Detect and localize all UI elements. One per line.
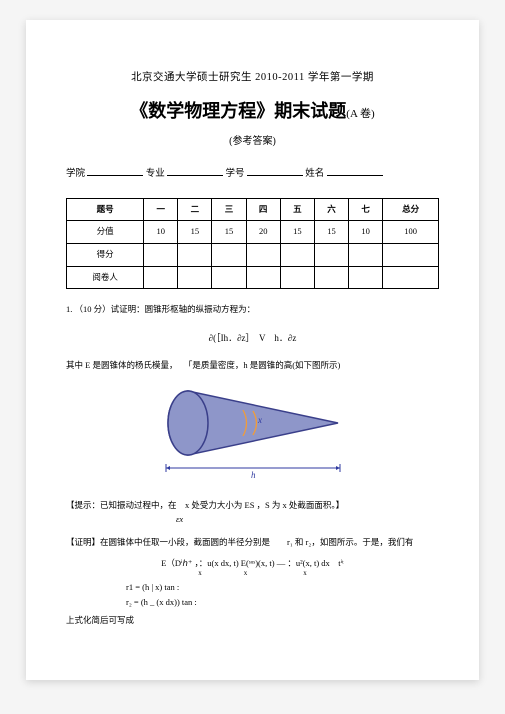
td xyxy=(314,243,348,266)
table-row: 阅卷人 xyxy=(67,266,439,289)
subtitle: (参考答案) xyxy=(66,134,439,150)
hint: 【提示：已知振动过程中，在 x 处受力大小为 ES ，S 为 x 处截面面积。】… xyxy=(66,499,439,526)
label-name: 姓名 xyxy=(305,169,324,179)
td xyxy=(349,266,383,289)
th: 五 xyxy=(280,198,314,221)
td: 20 xyxy=(246,221,280,244)
td xyxy=(383,243,439,266)
table-row: 得分 xyxy=(67,243,439,266)
td xyxy=(212,266,246,289)
td xyxy=(349,243,383,266)
title-suffix: (A 卷) xyxy=(346,108,374,120)
blank-id xyxy=(247,166,303,176)
hint-text: 【提示：已知振动过程中，在 x 处受力大小为 ES ，S 为 x 处截面面积。】 xyxy=(66,500,344,510)
table-header-row: 题号 一 二 三 四 五 六 七 总分 xyxy=(67,198,439,221)
th: 四 xyxy=(246,198,280,221)
page-title: 《数学物理方程》期末试题(A 卷) xyxy=(66,97,439,126)
td: 10 xyxy=(144,221,178,244)
table-row: 分值 10 15 15 20 15 15 10 100 xyxy=(67,221,439,244)
eq-l1sub: x x x xyxy=(66,567,439,580)
th: 七 xyxy=(349,198,383,221)
td xyxy=(144,243,178,266)
td: 15 xyxy=(178,221,212,244)
td: 15 xyxy=(280,221,314,244)
title-main: 《数学物理方程》期末试题 xyxy=(130,101,346,121)
label-id: 学号 xyxy=(226,169,245,179)
note-suffix: 「是质量密度，h 是圆锥的高(如下图所示) xyxy=(184,360,341,370)
td xyxy=(178,266,212,289)
fill-row: 学院 专业 学号 姓名 xyxy=(66,166,439,182)
th: 二 xyxy=(178,198,212,221)
label-x: x xyxy=(257,415,262,425)
proof: 【证明】在圆锥体中任取一小段，截面圆的半径分别是 r₁ 和 r₂，如图所示。于是… xyxy=(66,536,439,550)
td xyxy=(246,266,280,289)
equation-main: ∂(［Ih．∂z］ V h．∂z xyxy=(66,331,439,345)
td xyxy=(178,243,212,266)
td xyxy=(144,266,178,289)
td: 15 xyxy=(212,221,246,244)
eq-l3: r₂ = (h _ (x dx)) tan : xyxy=(126,595,439,610)
th: 六 xyxy=(314,198,348,221)
label-major: 专业 xyxy=(146,169,165,179)
th: 一 xyxy=(144,198,178,221)
blank-school xyxy=(87,166,143,176)
td xyxy=(280,243,314,266)
cone-svg: h x xyxy=(148,383,358,483)
label-school: 学院 xyxy=(66,169,85,179)
th: 总分 xyxy=(383,198,439,221)
figure-cone: h x xyxy=(66,383,439,489)
td xyxy=(314,266,348,289)
td: 15 xyxy=(314,221,348,244)
score-table: 题号 一 二 三 四 五 六 七 总分 分值 10 15 15 20 15 15… xyxy=(66,198,439,289)
td xyxy=(246,243,280,266)
td: 分值 xyxy=(67,221,144,244)
equation-block: E（Dⁱℎ⁺ ，：u(x dx, t) E(ˢᵘˢ)(x, t) — ：u²(x… xyxy=(66,556,439,610)
label-h: h xyxy=(251,470,256,480)
blank-major xyxy=(167,166,223,176)
td xyxy=(280,266,314,289)
th: 三 xyxy=(212,198,246,221)
note-prefix: 其中 E 是圆锥体的杨氏模量， xyxy=(66,360,177,370)
q1-note: 其中 E 是圆锥体的杨氏模量， 「是质量密度，h 是圆锥的高(如下图所示) xyxy=(66,359,439,373)
header-line: 北京交通大学硕士研究生 2010-2011 学年第一学期 xyxy=(66,70,439,87)
question-1: 1. （10 分）试证明：圆锥形枢轴的纵振动方程为： xyxy=(66,303,439,317)
td: 得分 xyxy=(67,243,144,266)
eq-l2: r1 = (h | x) tan : xyxy=(126,580,439,595)
td: 阅卷人 xyxy=(67,266,144,289)
hint-sub: εx xyxy=(176,513,183,527)
tail-text: 上式化简后可写成 xyxy=(66,614,439,628)
td xyxy=(212,243,246,266)
td: 10 xyxy=(349,221,383,244)
th: 题号 xyxy=(67,198,144,221)
blank-name xyxy=(327,166,383,176)
td: 100 xyxy=(383,221,439,244)
td xyxy=(383,266,439,289)
